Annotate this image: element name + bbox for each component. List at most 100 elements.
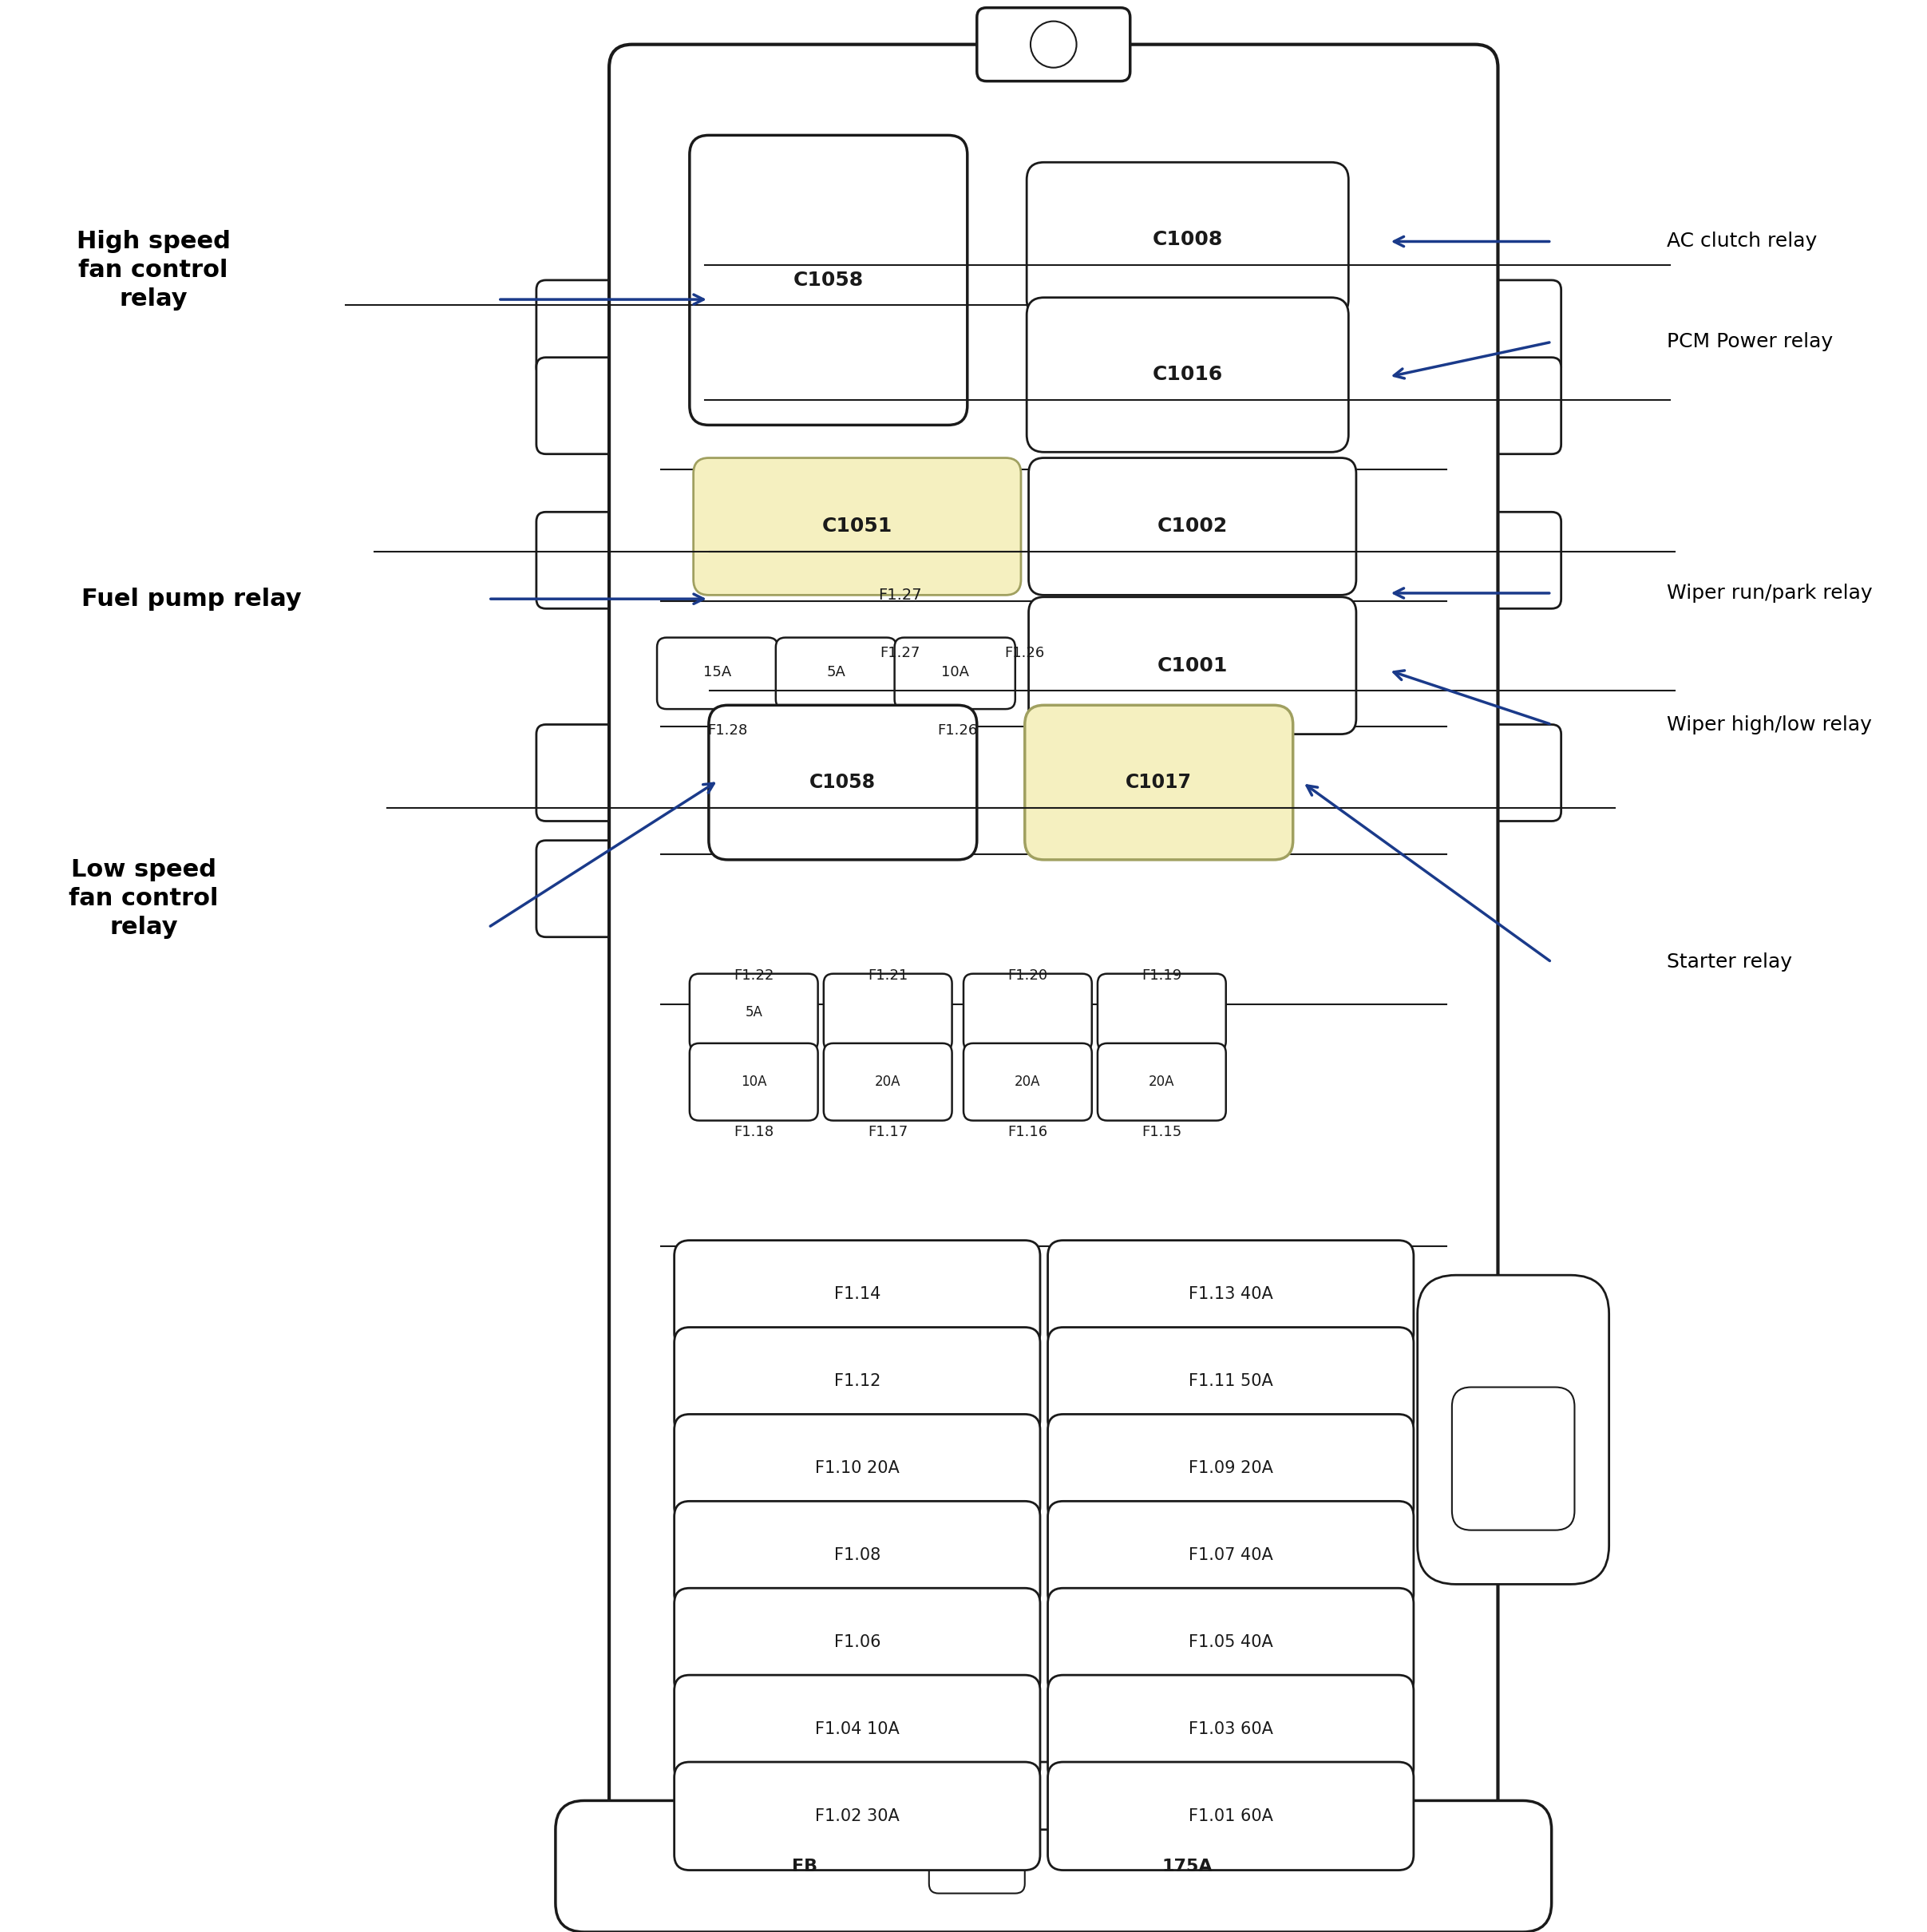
FancyBboxPatch shape <box>674 1327 1041 1435</box>
Text: 20A: 20A <box>1016 1074 1041 1090</box>
FancyBboxPatch shape <box>536 357 651 454</box>
FancyBboxPatch shape <box>1455 357 1561 454</box>
Text: AC clutch relay: AC clutch relay <box>1667 232 1817 251</box>
FancyBboxPatch shape <box>1048 1675 1414 1783</box>
Text: F1.26: F1.26 <box>938 723 977 738</box>
FancyBboxPatch shape <box>555 1801 1551 1932</box>
FancyBboxPatch shape <box>709 705 977 860</box>
FancyBboxPatch shape <box>1048 1762 1414 1870</box>
Text: F1.17: F1.17 <box>867 1124 908 1140</box>
FancyBboxPatch shape <box>694 458 1021 595</box>
Text: F1.26: F1.26 <box>1004 645 1044 661</box>
Text: FB: FB <box>792 1859 817 1874</box>
FancyBboxPatch shape <box>674 1240 1041 1349</box>
FancyBboxPatch shape <box>964 974 1093 1051</box>
Text: F1.10 20A: F1.10 20A <box>815 1461 900 1476</box>
Text: F1.05 40A: F1.05 40A <box>1189 1634 1274 1650</box>
Text: C1001: C1001 <box>1156 657 1227 674</box>
Text: F1.08: F1.08 <box>834 1548 881 1563</box>
Text: 20A: 20A <box>1148 1074 1175 1090</box>
Text: F1.12: F1.12 <box>834 1374 881 1389</box>
FancyBboxPatch shape <box>690 1043 817 1121</box>
Text: High speed
fan control
relay: High speed fan control relay <box>77 230 229 311</box>
FancyBboxPatch shape <box>1048 1501 1414 1609</box>
FancyBboxPatch shape <box>1048 1588 1414 1696</box>
FancyBboxPatch shape <box>1098 974 1226 1051</box>
Text: F1.15: F1.15 <box>1141 1124 1181 1140</box>
FancyBboxPatch shape <box>536 280 651 377</box>
Text: F1.14: F1.14 <box>834 1287 881 1302</box>
FancyBboxPatch shape <box>609 44 1497 1897</box>
FancyBboxPatch shape <box>1048 1327 1414 1435</box>
FancyBboxPatch shape <box>536 840 651 937</box>
Text: 5A: 5A <box>746 1005 763 1020</box>
Text: 5A: 5A <box>827 665 846 680</box>
FancyBboxPatch shape <box>674 1501 1041 1609</box>
FancyBboxPatch shape <box>977 8 1129 81</box>
FancyBboxPatch shape <box>1418 1275 1609 1584</box>
FancyBboxPatch shape <box>690 974 817 1051</box>
FancyBboxPatch shape <box>536 512 651 609</box>
Circle shape <box>1031 21 1077 68</box>
Text: C1017: C1017 <box>1125 773 1193 792</box>
FancyBboxPatch shape <box>1451 1387 1574 1530</box>
FancyBboxPatch shape <box>1455 724 1561 821</box>
Text: C1016: C1016 <box>1152 365 1224 384</box>
Text: F1.06: F1.06 <box>834 1634 881 1650</box>
FancyBboxPatch shape <box>964 1043 1093 1121</box>
FancyBboxPatch shape <box>929 1835 1025 1893</box>
FancyBboxPatch shape <box>1027 298 1349 452</box>
FancyBboxPatch shape <box>823 1043 952 1121</box>
Text: F1.28: F1.28 <box>707 723 748 738</box>
Text: Low speed
fan control
relay: Low speed fan control relay <box>69 858 218 939</box>
FancyBboxPatch shape <box>674 1588 1041 1696</box>
FancyBboxPatch shape <box>1025 705 1293 860</box>
FancyBboxPatch shape <box>1455 280 1561 377</box>
FancyBboxPatch shape <box>894 638 1016 709</box>
Text: F1.07 40A: F1.07 40A <box>1189 1548 1274 1563</box>
Text: C1058: C1058 <box>794 270 863 290</box>
Text: F1.11 50A: F1.11 50A <box>1189 1374 1274 1389</box>
Text: F1.27: F1.27 <box>881 645 921 661</box>
FancyBboxPatch shape <box>1048 1414 1414 1522</box>
FancyBboxPatch shape <box>967 1762 1139 1830</box>
FancyBboxPatch shape <box>674 1762 1041 1870</box>
FancyBboxPatch shape <box>1029 458 1357 595</box>
Text: F1.21: F1.21 <box>867 968 908 983</box>
Text: F1.16: F1.16 <box>1008 1124 1048 1140</box>
Text: 10A: 10A <box>940 665 969 680</box>
Text: 20A: 20A <box>875 1074 900 1090</box>
FancyBboxPatch shape <box>1098 1043 1226 1121</box>
Text: F1.03 60A: F1.03 60A <box>1189 1721 1274 1737</box>
Text: 15A: 15A <box>703 665 732 680</box>
FancyBboxPatch shape <box>1027 162 1349 317</box>
FancyBboxPatch shape <box>1029 597 1357 734</box>
Text: PCM Power relay: PCM Power relay <box>1667 332 1833 352</box>
Text: F1.02 30A: F1.02 30A <box>815 1808 900 1824</box>
Text: 175A: 175A <box>1162 1859 1212 1874</box>
Text: F1.27: F1.27 <box>879 587 923 603</box>
Text: F1.18: F1.18 <box>734 1124 775 1140</box>
Text: F1.04 10A: F1.04 10A <box>815 1721 900 1737</box>
FancyBboxPatch shape <box>674 1675 1041 1783</box>
FancyBboxPatch shape <box>777 638 896 709</box>
Text: C1008: C1008 <box>1152 230 1224 249</box>
Text: 10A: 10A <box>740 1074 767 1090</box>
Text: Starter relay: Starter relay <box>1667 952 1792 972</box>
Text: Fuel pump relay: Fuel pump relay <box>81 587 303 611</box>
Text: Wiper high/low relay: Wiper high/low relay <box>1667 715 1871 734</box>
FancyBboxPatch shape <box>690 135 967 425</box>
FancyBboxPatch shape <box>536 724 651 821</box>
FancyBboxPatch shape <box>1455 512 1561 609</box>
Text: C1058: C1058 <box>809 773 877 792</box>
Text: C1051: C1051 <box>823 518 892 535</box>
Text: F1.09 20A: F1.09 20A <box>1189 1461 1274 1476</box>
Text: Wiper run/park relay: Wiper run/park relay <box>1667 583 1873 603</box>
Text: F1.20: F1.20 <box>1008 968 1048 983</box>
FancyBboxPatch shape <box>674 1414 1041 1522</box>
Text: F1.13 40A: F1.13 40A <box>1189 1287 1274 1302</box>
Text: F1.19: F1.19 <box>1141 968 1181 983</box>
FancyBboxPatch shape <box>823 974 952 1051</box>
Text: C1002: C1002 <box>1158 518 1227 535</box>
FancyBboxPatch shape <box>657 638 779 709</box>
